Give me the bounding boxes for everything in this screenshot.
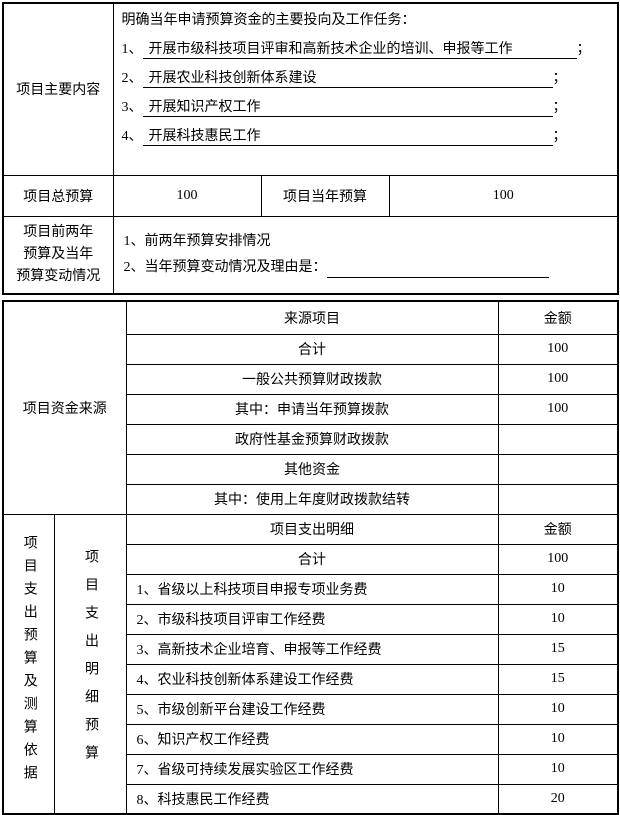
expense-row: 1、省级以上科技项目申报专项业务费 10 [3,573,619,605]
expense-item: 4、农业科技创新体系建设工作经费 [125,663,499,695]
funding-row: 合计 100 [3,333,619,365]
task-number-3: 3、 [121,100,143,115]
prior-years-content-cell: 1、前两年预算安排情况 2、当年预算变动情况及理由是： [112,215,619,295]
expense-row: 7、省级可持续发展实验区工作经费 10 [3,753,619,785]
funding-expenditure-table: 项目资金来源 来源项目 金额 合计 100 一般公共预算财政拨款 100 其中：… [2,300,619,815]
funding-amount [497,423,619,455]
task-fill-blank-4[interactable]: 开展科技惠民工作 [142,128,553,146]
task-suffix-3: ； [552,100,567,115]
prior-years-line-2-text: 2、当年预算变动情况及理由是： [123,259,327,275]
funding-item: 合计 [125,333,499,365]
prior-years-line-2: 2、当年预算变动情况及理由是： [124,258,618,278]
funding-amount [497,483,619,515]
task-suffix-1: ； [576,42,591,57]
task-suffix-4: ； [552,129,567,144]
total-budget-label: 项目总预算 [2,174,114,217]
expense-amount: 15 [497,663,619,695]
funding-amount: 100 [497,333,619,365]
funding-row: 其中：申请当年预算拨款 100 [3,393,619,425]
funding-item: 一般公共预算财政拨款 [125,363,499,395]
funding-item: 其中：使用上年度财政拨款结转 [125,483,499,515]
expense-item: 7、省级可持续发展实验区工作经费 [125,753,499,785]
expense-amount: 10 [497,723,619,755]
main-content-cell: 明确当年申请预算资金的主要投向及工作任务： 1、 开展市级科技项目评审和高新技术企… [112,2,619,176]
expense-amount: 20 [497,783,619,815]
prior-years-line-1: 1、前两年预算安排情况 [123,233,271,249]
funding-amount: 100 [497,393,619,425]
expense-item-header: 项目支出明细 [125,513,499,545]
task-item-3: 3、 开展知识产权工作； [122,99,612,117]
expense-item: 3、高新技术企业培育、申报等工作经费 [125,633,499,665]
funding-item: 政府性基金预算财政拨款 [125,423,499,455]
prior-years-budget-label: 项目前两年 预算及当年 预算变动情况 [2,215,114,295]
expenditure-basis-label: 项目支出预算及测算依据 [21,534,37,788]
current-year-budget-label: 项目当年预算 [260,174,390,217]
expense-item: 8、科技惠民工作经费 [125,783,499,815]
funding-amount: 100 [497,363,619,395]
expense-item: 2、市级科技项目评审工作经费 [125,603,499,635]
task-item-1: 1、 开展市级科技项目评审和高新技术企业的培训、申报等工作； [122,41,612,59]
expense-amount-header: 金额 [497,513,619,545]
funding-row: 其中：使用上年度财政拨款结转 [3,483,619,515]
expense-amount: 10 [497,693,619,725]
funding-item: 其中：申请当年预算拨款 [125,393,499,425]
expense-amount: 10 [497,753,619,785]
current-year-budget-value: 100 [388,174,619,217]
funding-source-label: 项目资金来源 [2,300,127,515]
task-fill-blank-1[interactable]: 开展市级科技项目评审和高新技术企业的培训、申报等工作 [142,41,577,59]
expense-row: 5、市级创新平台建设工作经费 10 [3,693,619,725]
funding-row: 政府性基金预算财政拨款 [3,423,619,455]
main-content-intro: 明确当年申请预算资金的主要投向及工作任务： [121,13,416,28]
expenditure-detail-budget-label: 项目支出明细预算 [83,549,98,774]
task-number-2: 2、 [121,71,143,86]
task-number-4: 4、 [121,129,143,144]
expense-amount: 15 [497,633,619,665]
task-number-1: 1、 [121,42,143,57]
expense-item: 5、市级创新平台建设工作经费 [125,693,499,725]
expense-total-amount: 100 [497,543,619,575]
expenditure-basis-label-cell: 项目支出预算及测算依据 [2,513,55,815]
funding-amount-header: 金额 [497,300,619,335]
expense-amount: 10 [497,573,619,605]
task-item-4: 4、 开展科技惠民工作； [122,128,612,146]
expenditure-detail-budget-label-cell: 项目支出明细预算 [53,513,127,815]
project-main-content-label: 项目主要内容 [2,2,114,176]
expense-item: 6、知识产权工作经费 [125,723,499,755]
change-reason-fill-blank[interactable] [326,260,549,278]
expense-total-label: 合计 [125,543,499,575]
project-info-table: 项目主要内容 明确当年申请预算资金的主要投向及工作任务： 1、 开展市级科技项目评… [2,2,619,295]
task-fill-blank-3[interactable]: 开展知识产权工作 [142,99,553,117]
task-item-2: 2、 开展农业科技创新体系建设； [122,70,612,88]
expense-item: 1、省级以上科技项目申报专项业务费 [125,573,499,605]
funding-item-header: 来源项目 [125,300,499,335]
expense-total-row: 合计 100 [3,543,619,575]
expense-amount: 10 [497,603,619,635]
task-suffix-2: ； [552,71,567,86]
funding-row: 其他资金 [3,453,619,485]
task-fill-blank-2[interactable]: 开展农业科技创新体系建设 [142,70,553,88]
expense-row: 3、高新技术企业培育、申报等工作经费 15 [3,633,619,665]
total-budget-value: 100 [112,174,262,217]
expense-row: 6、知识产权工作经费 10 [3,723,619,755]
expense-row: 8、科技惠民工作经费 20 [3,783,619,815]
funding-amount [497,453,619,485]
expense-row: 4、农业科技创新体系建设工作经费 15 [3,663,619,695]
funding-item: 其他资金 [125,453,499,485]
